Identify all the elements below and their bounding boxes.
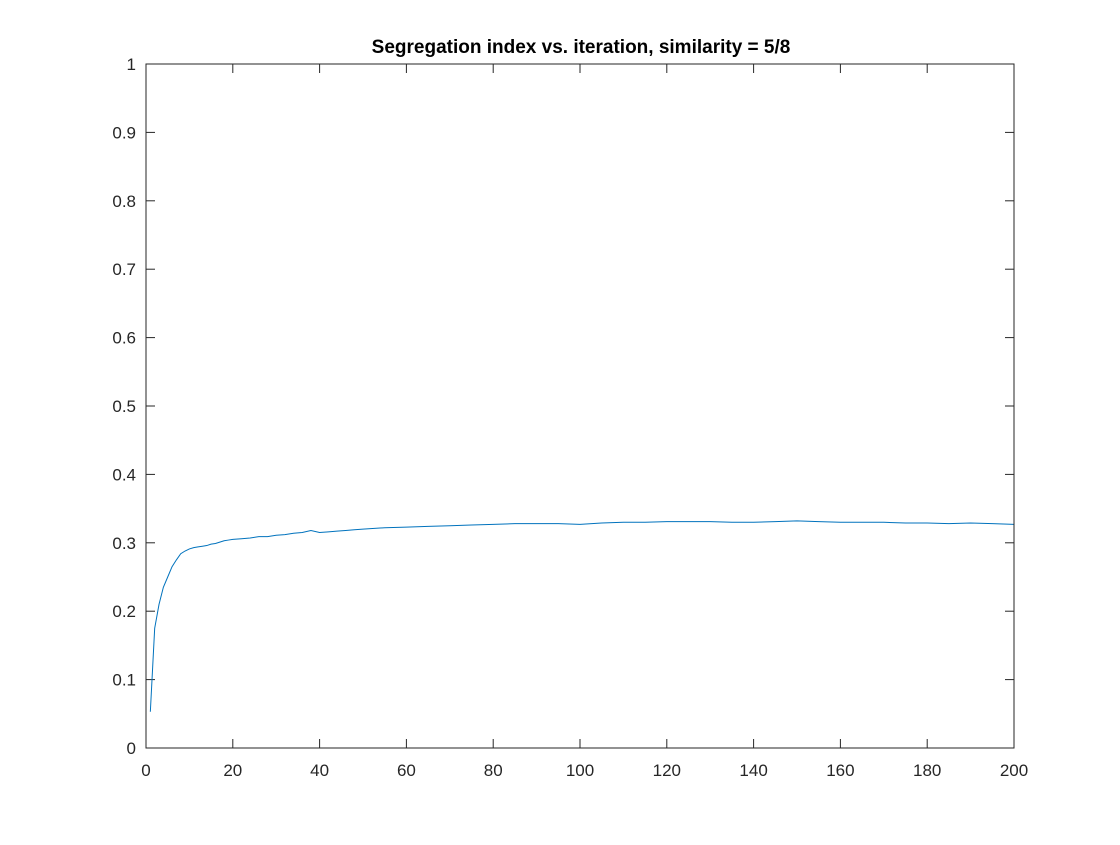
- y-tick-label: 0.7: [112, 260, 136, 279]
- y-axis-tick-labels: 0 0.1 0.2 0.3 0.4 0.5 0.6 0.7 0.8 0.9 1: [112, 55, 136, 758]
- y-tick-label: 0.5: [112, 397, 136, 416]
- axes-box: [145, 63, 1015, 749]
- x-tick-label: 200: [1000, 761, 1028, 780]
- y-tick-label: 1: [127, 55, 136, 74]
- x-tick-label: 0: [141, 761, 150, 780]
- x-tick-label: 180: [913, 761, 941, 780]
- x-tick-label: 40: [310, 761, 329, 780]
- x-tick-label: 60: [397, 761, 416, 780]
- chart-title: Segregation index vs. iteration, similar…: [372, 37, 791, 58]
- y-tick-label: 0: [127, 739, 136, 758]
- x-axis-tick-labels: 0 20 40 60 80 100 120 140 160 180 200: [141, 761, 1028, 780]
- y-tick-label: 0.1: [112, 671, 136, 690]
- series-line: [149, 520, 1015, 712]
- y-tick-label: 0.6: [112, 329, 136, 348]
- y-tick-label: 0.9: [112, 123, 136, 142]
- x-tick-label: 140: [739, 761, 767, 780]
- x-tick-label: 80: [484, 761, 503, 780]
- plot-area: [146, 64, 1014, 748]
- y-tick-label: 0.3: [112, 534, 136, 553]
- y-tick-label: 0.2: [112, 602, 136, 621]
- x-tick-label: 120: [653, 761, 681, 780]
- x-tick-label: 100: [566, 761, 594, 780]
- y-tick-label: 0.4: [112, 465, 136, 484]
- x-tick-label: 160: [826, 761, 854, 780]
- x-tick-label: 20: [223, 761, 242, 780]
- y-tick-label: 0.8: [112, 192, 136, 211]
